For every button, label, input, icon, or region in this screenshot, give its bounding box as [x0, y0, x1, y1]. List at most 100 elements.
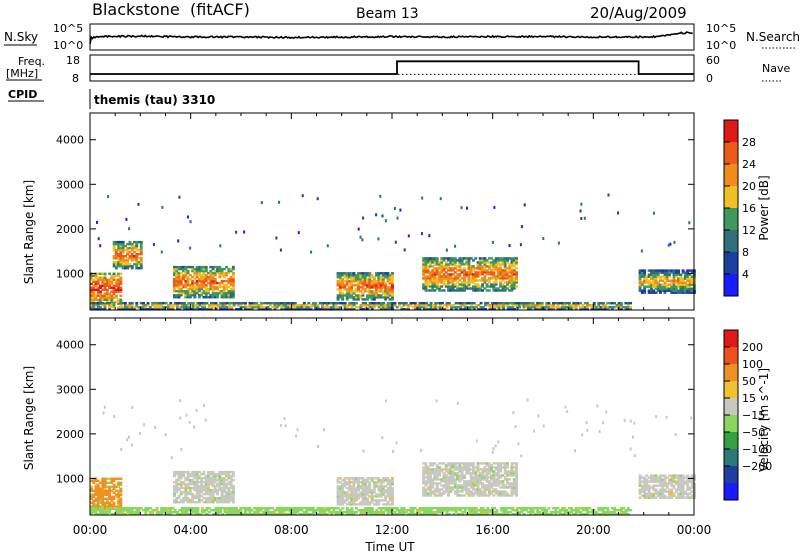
echo-cell [128, 255, 132, 258]
echo-cell [227, 494, 231, 498]
echo-cell [483, 275, 487, 278]
echo-cell [231, 296, 235, 299]
echo-cell [677, 484, 680, 487]
echo-cell [431, 259, 435, 262]
echo-cell [121, 261, 125, 264]
echo-cell [510, 277, 514, 280]
echo-cell [323, 511, 327, 514]
echo-cell [433, 269, 437, 272]
echo-cell [663, 490, 667, 493]
echo-cell [119, 250, 123, 254]
echo-cell [447, 468, 450, 471]
echo-cell [384, 491, 388, 494]
echo-cell [381, 286, 385, 289]
echo-cell [112, 491, 116, 494]
echo-cell [469, 484, 473, 487]
echo-cell [511, 304, 515, 307]
echo-cell [427, 511, 431, 514]
echo-cell [186, 490, 190, 494]
echo-cell [157, 304, 161, 307]
echo-cell [690, 496, 694, 499]
echo-cell [472, 306, 476, 309]
echo-cell [209, 494, 213, 498]
echo-cell [656, 269, 660, 272]
echo-cell [506, 271, 509, 274]
echo-cell [458, 476, 462, 479]
echo-cell [112, 290, 116, 293]
echo-cell [496, 482, 500, 485]
echo-cell [549, 304, 553, 307]
echo-cell [209, 287, 213, 291]
echo-cell [345, 495, 349, 498]
echo-cell [391, 483, 394, 486]
echo-cell [200, 285, 204, 289]
echo-cell [139, 253, 143, 256]
echo-cell [499, 289, 503, 292]
echo-cell [128, 246, 132, 250]
echo-cell [110, 306, 114, 309]
echo-cell [487, 470, 491, 473]
echo-cell [558, 511, 562, 514]
echo-cell [463, 509, 467, 512]
echo-cell [119, 489, 123, 492]
echo-cell [456, 476, 460, 479]
echo-cell [436, 511, 440, 514]
echo-cell [492, 281, 496, 284]
echo-cell [177, 275, 181, 279]
echo-cell [458, 269, 462, 272]
echo-cell [501, 285, 505, 288]
echo-cell [216, 509, 220, 512]
echo-cell [518, 507, 521, 510]
echo-cell [205, 513, 209, 516]
echo-cell [672, 281, 676, 284]
echo-cell [570, 511, 574, 514]
echo-cell [561, 513, 564, 516]
echo-cell [222, 291, 226, 295]
echo-cell [650, 281, 653, 284]
echo-cell [474, 285, 478, 288]
echo-cell [179, 267, 183, 271]
echo-cell [338, 501, 342, 504]
echo-cell [300, 513, 304, 516]
echo-cell [379, 485, 383, 488]
echo-cell [501, 277, 505, 280]
echo-cell [117, 282, 121, 285]
echo-cell [442, 289, 446, 292]
echo-cell [204, 296, 208, 299]
echo-cell [586, 507, 589, 510]
echo-cell [195, 478, 199, 482]
echo-cell [460, 287, 464, 290]
echo-cell [467, 482, 471, 485]
echo-cell [325, 306, 329, 309]
echo-cell [112, 503, 116, 506]
echo-cell [359, 276, 363, 279]
echo-cell [503, 287, 507, 290]
echo-cell [221, 304, 225, 307]
echo-cell [188, 421, 191, 425]
echo-cell [391, 304, 395, 307]
echo-cell [515, 494, 518, 497]
echo-cell [293, 513, 297, 516]
echo-cell [688, 492, 692, 495]
echo-cell [670, 287, 674, 290]
echo-cell [169, 513, 173, 516]
echo-cell [485, 279, 489, 282]
echo-cell [481, 257, 484, 260]
echo-cell [117, 259, 121, 262]
echo-cell [391, 495, 394, 498]
echo-cell [343, 479, 347, 482]
echo-cell [456, 302, 460, 305]
echo-cell [472, 267, 475, 270]
echo-cell [153, 302, 157, 305]
echo-cell [305, 513, 309, 516]
echo-cell [654, 291, 658, 294]
echo-cell [435, 287, 439, 290]
echo-cell [481, 273, 484, 276]
echo-cell [186, 478, 190, 482]
echo-cell [672, 291, 676, 294]
echo-cell [96, 495, 100, 498]
echo-cell [451, 470, 455, 473]
echo-cell [230, 509, 234, 512]
echo-cell [177, 271, 181, 275]
echo-cell [179, 294, 183, 297]
